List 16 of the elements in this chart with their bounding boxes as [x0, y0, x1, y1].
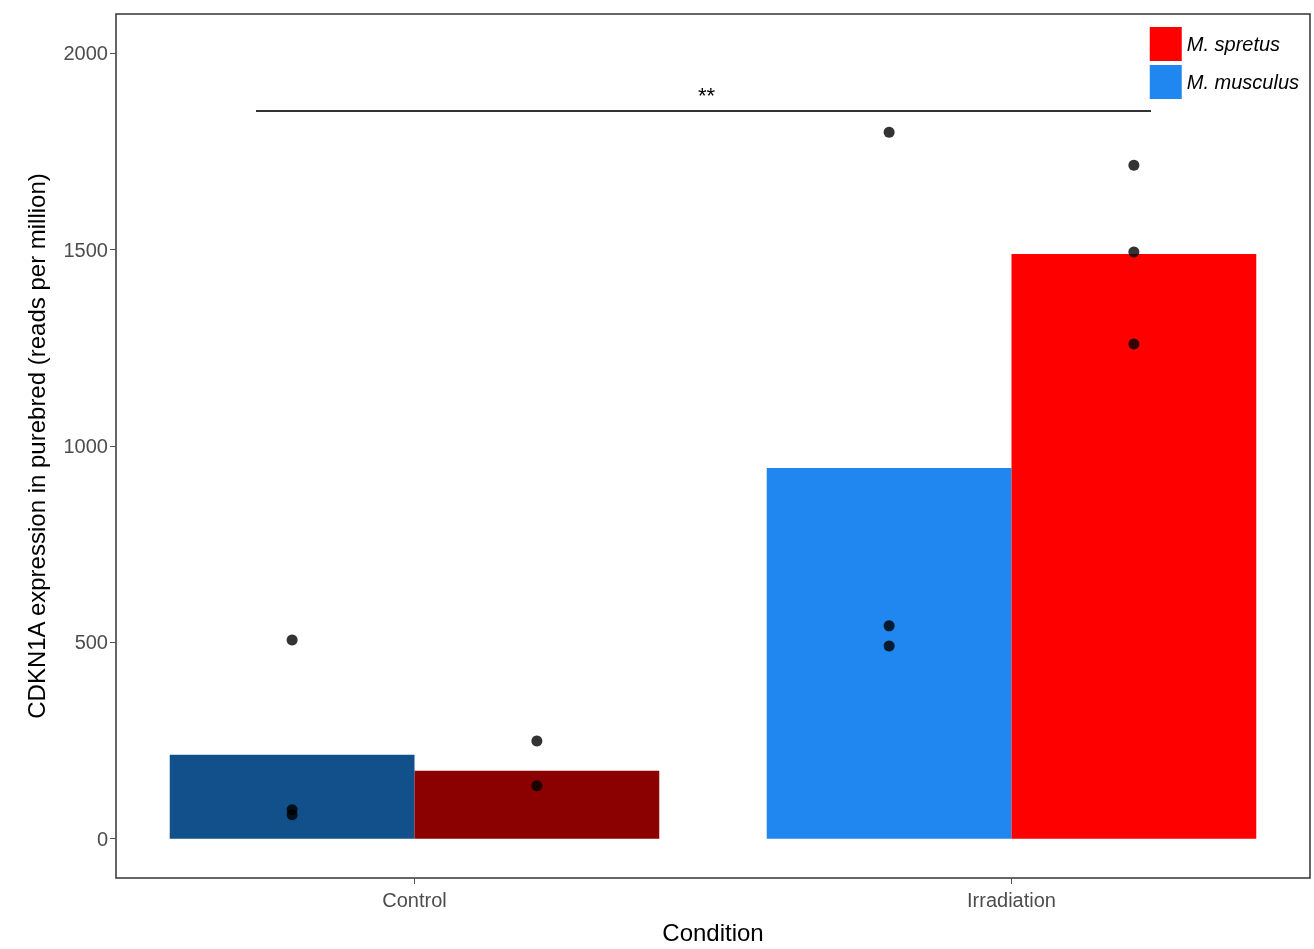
legend-label: M. spretus	[1186, 33, 1281, 55]
x-tick-label: Irradiation	[967, 889, 1056, 911]
y-tick-label: 2000	[63, 42, 108, 65]
y-tick-label: 1500	[63, 238, 108, 261]
legend-label: M. musculus	[1186, 71, 1299, 93]
y-tick-label: 1000	[63, 435, 108, 457]
annotation: **	[698, 82, 716, 108]
bar	[414, 770, 660, 839]
y-tick-label: 500	[74, 631, 108, 654]
y-axis-title: CDKN1A expression in purebred (reads per million)	[22, 173, 50, 719]
bar	[169, 754, 415, 839]
bar	[766, 467, 1012, 839]
bar	[1011, 253, 1257, 839]
x-axis-title: Condition	[662, 918, 764, 946]
y-tick-label: 0	[96, 827, 108, 850]
x-tick-label: Control	[382, 889, 447, 911]
